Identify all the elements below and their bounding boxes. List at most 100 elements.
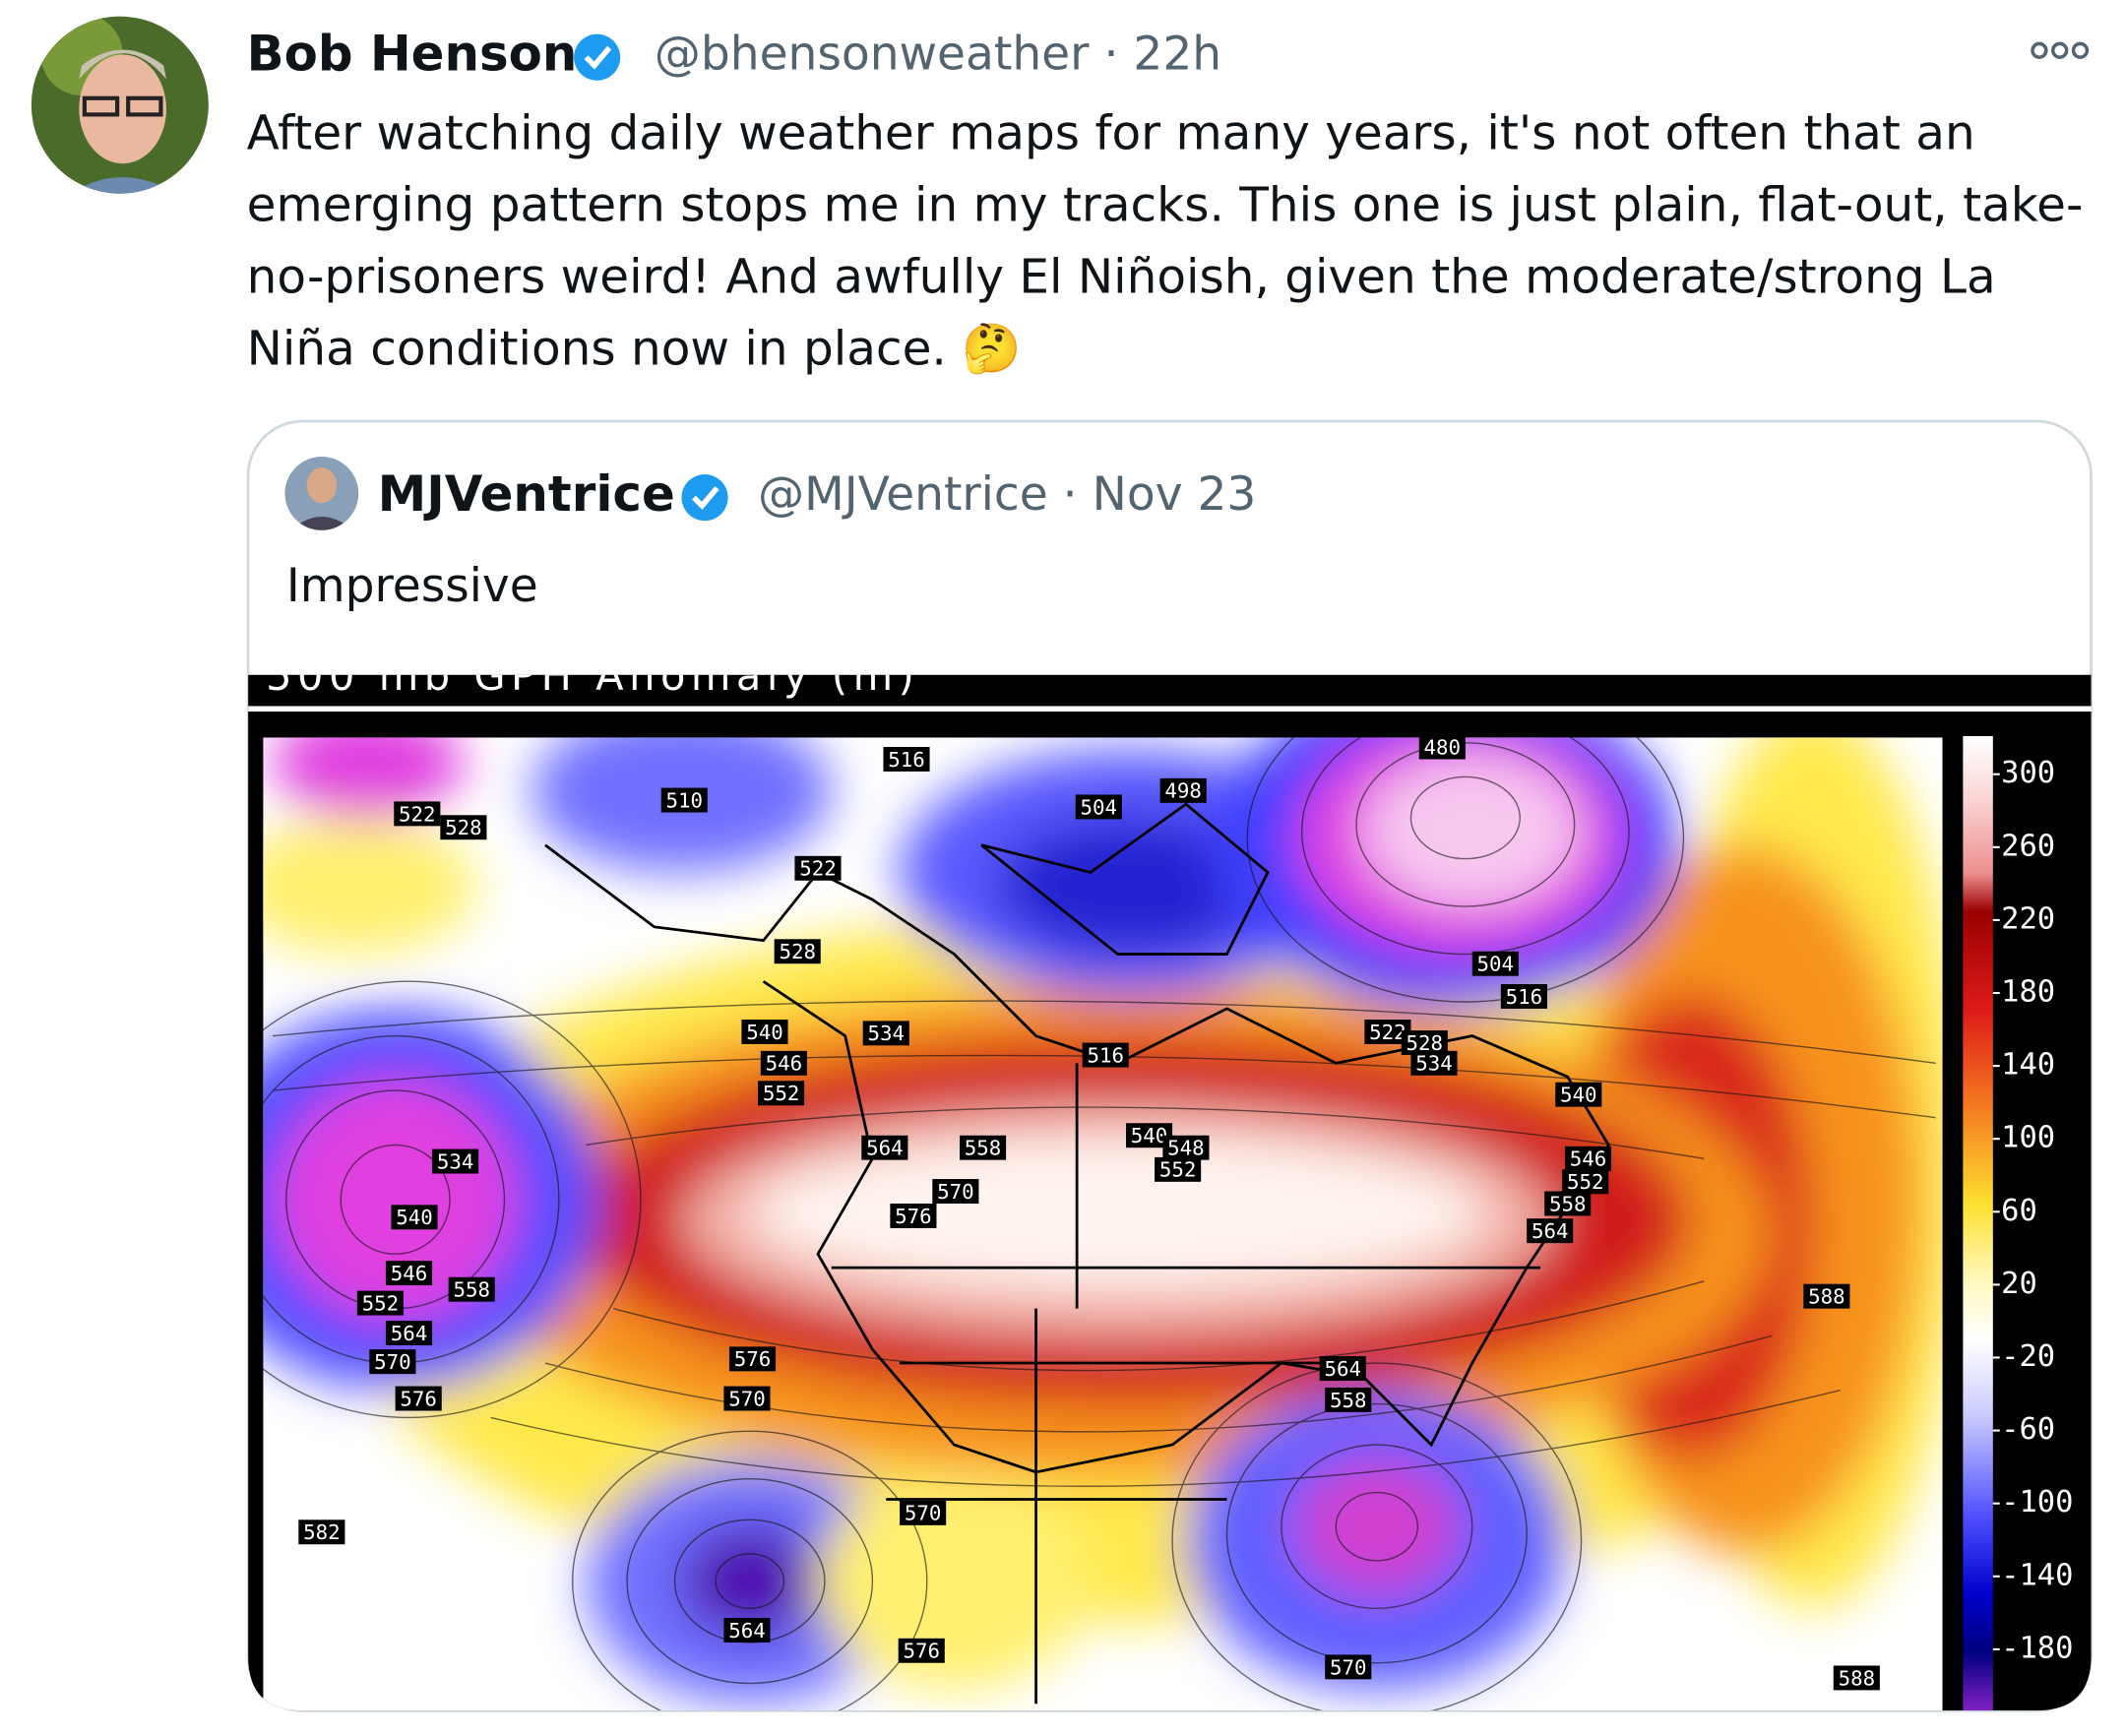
more-button[interactable] (2031, 41, 2090, 59)
contour-label: 564 (866, 1137, 904, 1160)
contour-label: 540 (1131, 1124, 1168, 1147)
contour-label: 540 (1560, 1084, 1597, 1107)
contour-label: 558 (453, 1278, 490, 1302)
contour-label: 534 (437, 1149, 474, 1173)
contour-label-box (1500, 983, 1547, 1009)
contour-label: 498 (1164, 779, 1202, 803)
author-name[interactable]: Bob Henson (247, 26, 578, 83)
contour-label: 546 (766, 1052, 803, 1076)
contour-label-box (448, 1276, 495, 1302)
contour-label-box (1527, 1218, 1574, 1244)
contour-label: 534 (867, 1022, 905, 1045)
contour-label-box (432, 1148, 479, 1174)
contour-label-box (900, 1500, 947, 1525)
contour-label: 564 (1532, 1219, 1569, 1243)
contour-label-box (385, 1261, 433, 1286)
contour-label-box (1410, 1050, 1458, 1076)
contour-label-box (932, 1179, 979, 1204)
contour-label: 576 (400, 1387, 437, 1410)
colorbar-tick-label: 20 (2001, 1267, 2037, 1301)
colorbar-tick-label: -140 (2001, 1558, 2073, 1592)
contour-label: 552 (763, 1082, 800, 1105)
contour-label-box (758, 1081, 805, 1106)
contour-label-box (1325, 1654, 1372, 1680)
map-field (263, 737, 1943, 1711)
contour-label-box (862, 1021, 909, 1046)
colorbar-tick-label: -100 (2001, 1485, 2073, 1519)
contour-label: 558 (965, 1137, 1002, 1160)
quoted-author-name[interactable]: MJVentrice (378, 465, 675, 523)
contour-label: 534 (1415, 1052, 1453, 1076)
contour-label: 522 (799, 857, 837, 881)
map-title: 500 mb GPH Anomaly (m) (266, 651, 919, 700)
contour-labels: 5165105225285044984805225285405465525345… (298, 734, 1880, 1691)
contour-label-box (440, 815, 487, 840)
contour-label-box (1564, 1146, 1612, 1171)
contour-label-box (356, 1290, 404, 1316)
contour-label-box (1325, 1387, 1372, 1412)
contour-label-box (1803, 1283, 1850, 1309)
contour-label-box (1471, 951, 1519, 976)
contour-label: 480 (1424, 735, 1462, 759)
contour-label-box (1319, 1356, 1366, 1382)
contour-label: 510 (665, 788, 703, 812)
contour-label-box (1082, 1042, 1129, 1068)
contour-label: 552 (362, 1291, 400, 1315)
colorbar (1963, 735, 1993, 1711)
contour-label: 576 (734, 1347, 772, 1371)
contour-label-box (385, 1321, 433, 1346)
contour-label-box (1159, 777, 1207, 803)
contour-label: 516 (1087, 1043, 1124, 1067)
contour-label: 558 (1549, 1192, 1587, 1215)
contour-label: 528 (779, 940, 816, 963)
contour-label: 528 (445, 816, 482, 839)
contour-label-box (890, 1203, 937, 1228)
contour-label: 548 (1167, 1137, 1205, 1160)
contour-label: 546 (1570, 1147, 1607, 1171)
verified-badge (574, 33, 621, 81)
contour-label-box (774, 939, 821, 964)
contour-label: 576 (895, 1205, 932, 1228)
map-image[interactable]: 500 mb GPH Anomaly (m) (177, 651, 2092, 1731)
quoted-meta[interactable]: @MJVentrice · Nov 23 (758, 467, 1256, 522)
tweet-meta[interactable]: @bhensonweather · 22h (655, 28, 1221, 82)
contour-label-box (960, 1135, 1007, 1160)
contour-label: 522 (399, 802, 436, 826)
contour-label-box (723, 1618, 771, 1643)
contour-label-box (1555, 1082, 1602, 1107)
contour-label-box (1544, 1191, 1592, 1216)
contour-label: 564 (728, 1619, 766, 1643)
contour-label-box (1075, 794, 1122, 820)
contour-label: 564 (1324, 1357, 1361, 1381)
contour-label-box (395, 1386, 442, 1411)
contour-label: 516 (888, 748, 925, 772)
contour-label: 570 (905, 1502, 942, 1525)
colorbar-tick-label: 300 (2001, 756, 2055, 790)
contour-label-box (760, 1050, 807, 1076)
tweet-text-line: After watching daily weather maps for ma… (247, 106, 1975, 161)
contour-label-box (1418, 734, 1466, 760)
colorbar-tick-label: 100 (2001, 1121, 2055, 1155)
colorbar-tick-label: -180 (2001, 1631, 2073, 1665)
contour-label-box (369, 1349, 416, 1375)
contour-label: 552 (1567, 1170, 1604, 1194)
contour-label-box (660, 787, 708, 813)
contour-label-box (1833, 1665, 1880, 1691)
contour-label-box (883, 747, 930, 772)
colorbar-tick-label: -60 (2001, 1412, 2055, 1447)
contour-label-box (394, 801, 441, 827)
avatar[interactable] (28, 14, 219, 205)
colorbar-ticks: 300 260 220 180 140 100 60 20 -20 -60 -100 -140 -180 (1992, 756, 2073, 1665)
colorbar-tick-label: 140 (2001, 1048, 2055, 1083)
colorbar-tick-label: 180 (2001, 975, 2055, 1010)
contour-label-box (391, 1205, 438, 1230)
contour-label: 552 (1159, 1158, 1197, 1182)
quoted-text: Impressive (286, 559, 538, 613)
contour-label: 504 (1477, 953, 1515, 976)
contour-label-box (728, 1346, 777, 1372)
contour-label: 558 (1330, 1389, 1367, 1412)
contour-label: 570 (937, 1180, 974, 1204)
contour-label: 588 (1839, 1666, 1876, 1690)
